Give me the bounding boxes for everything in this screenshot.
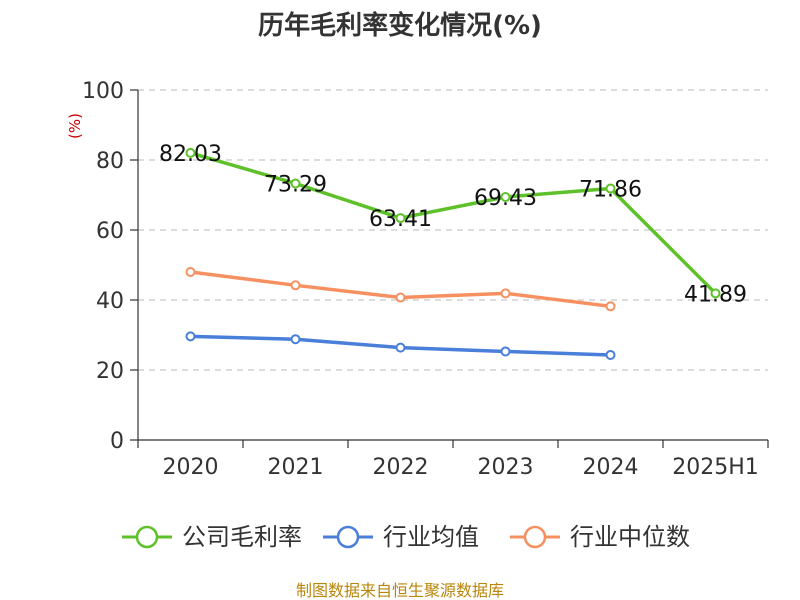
- series-point-2: [500, 288, 511, 299]
- data-label: 82.03: [159, 142, 222, 167]
- data-label: 63.41: [369, 207, 432, 232]
- data-label: 69.43: [474, 186, 537, 211]
- series-point-2: [185, 267, 196, 277]
- y-tick-label: 100: [82, 79, 124, 104]
- x-tick-label: 2021: [268, 455, 324, 480]
- series-point-0: [500, 191, 511, 202]
- series-point-2: [290, 280, 301, 291]
- x-tick-label: 2024: [583, 455, 639, 480]
- data-labels: 82.03 73.29 63.41 69.43 71.86 41.89: [159, 142, 747, 307]
- data-label: 73.29: [264, 172, 327, 197]
- grid-lines: [138, 89, 768, 371]
- legend-marker-2: [523, 525, 547, 549]
- source-note: 制图数据来自恒生聚源数据库: [296, 581, 504, 600]
- legend: 公司毛利率 行业均值 行业中位数: [122, 523, 690, 551]
- y-tick-label: 60: [96, 219, 124, 244]
- data-label: 71.86: [579, 177, 642, 202]
- series-point-2: [395, 292, 406, 303]
- y-tick-label: 20: [96, 359, 124, 384]
- legend-label-1: 行业均值: [383, 523, 479, 551]
- series-layer: [185, 147, 721, 360]
- x-tick-label: 2023: [478, 455, 534, 480]
- legend-marker-1: [336, 525, 360, 549]
- y-axis-label: (%): [66, 113, 84, 139]
- series-point-1: [395, 342, 406, 353]
- series-point-0: [290, 178, 301, 189]
- axes: 0 20 40 60 80 100 2020 2021 2022 2023 2024 2025H1: [82, 79, 769, 480]
- series-point-0: [605, 183, 616, 194]
- x-tick-label: 2020: [163, 455, 219, 480]
- chart-title: 历年毛利率变化情况(%): [258, 10, 542, 41]
- y-tick-label: 40: [96, 289, 124, 314]
- x-tick-label: 2022: [373, 455, 429, 480]
- legend-label-0: 公司毛利率: [182, 523, 302, 551]
- series-point-0: [395, 213, 406, 224]
- series-point-2: [605, 301, 616, 312]
- legend-marker-0: [135, 525, 159, 549]
- series-point-1: [290, 334, 301, 345]
- y-tick-label: 0: [110, 429, 124, 454]
- series-point-1: [185, 331, 196, 342]
- series-line-0: [188, 151, 718, 296]
- series-point-0: [185, 147, 196, 158]
- x-tick-label: 2025H1: [672, 455, 759, 480]
- data-label: 41.89: [684, 282, 747, 307]
- y-tick-label: 80: [96, 149, 124, 174]
- series-point-0: [710, 288, 721, 299]
- series-point-1: [605, 349, 616, 360]
- series-point-1: [500, 346, 511, 357]
- legend-label-2: 行业中位数: [570, 523, 690, 551]
